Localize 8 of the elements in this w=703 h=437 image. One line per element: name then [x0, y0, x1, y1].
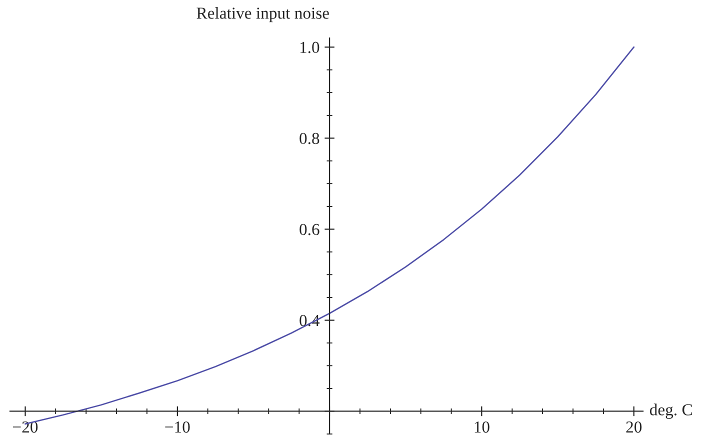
x-tick-label: 10 — [474, 421, 490, 433]
y-tick-label: 1.0 — [300, 42, 320, 54]
y-tick-label: 0.6 — [300, 224, 320, 236]
x-tick-label: −10 — [165, 421, 190, 433]
x-axis-title: deg. C — [650, 404, 692, 419]
x-tick-label: 20 — [626, 421, 642, 433]
y-axis-title: Relative input noise — [196, 7, 329, 22]
y-tick-label: 0.8 — [300, 132, 320, 144]
